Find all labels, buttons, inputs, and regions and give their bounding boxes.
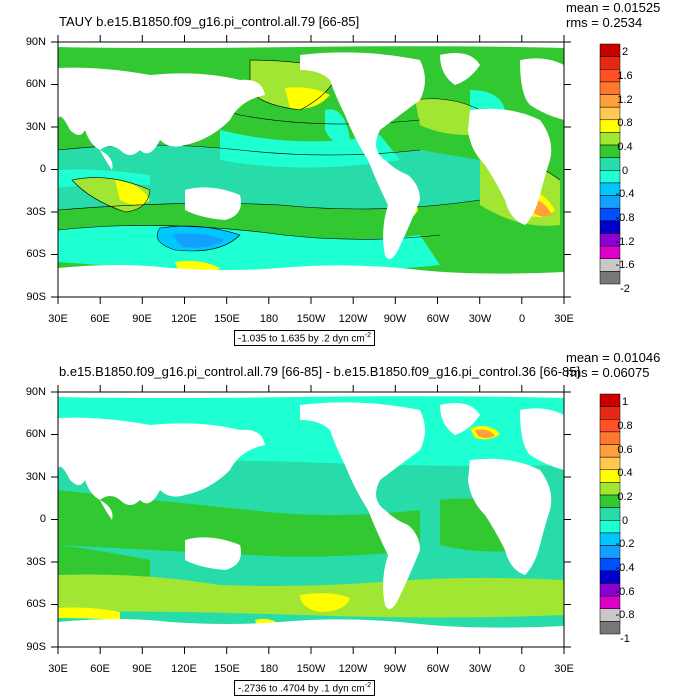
lon-label: 30W — [468, 663, 492, 675]
colorbar-label: -1.2 — [615, 236, 635, 248]
lon-label: 90E — [132, 313, 152, 325]
map-figure-2 — [51, 385, 621, 654]
colorbar-label: 0 — [621, 165, 629, 177]
colorbar-label: 1.2 — [617, 94, 633, 106]
map-figure-1 — [51, 35, 621, 304]
lon-label: 150E — [214, 663, 240, 675]
lat-label: 0 — [39, 513, 46, 525]
colorbar-label: 0.8 — [617, 117, 633, 129]
lon-label: 90E — [132, 663, 152, 675]
lon-label: 30W — [468, 313, 492, 325]
tick-marks-2 — [51, 385, 571, 654]
lat-label: 30N — [25, 471, 46, 483]
lon-label: 180 — [259, 313, 279, 325]
lon-label: 180 — [259, 663, 279, 675]
lon-label: 30E — [48, 313, 68, 325]
colorbar-swatch — [599, 595, 621, 609]
lon-label: 150W — [296, 663, 326, 675]
colorbar-label: -2 — [620, 283, 630, 295]
colorbar-label: 0.2 — [617, 491, 633, 503]
lon-label: 30E — [554, 313, 574, 325]
land-2 — [58, 392, 564, 647]
contour-range-label: -.2736 to .4704 by .1 dyn cm-2 — [234, 680, 375, 697]
colorbar-label: -1 — [620, 633, 630, 645]
lon-label: 90W — [383, 313, 407, 325]
colorbar-swatch — [599, 245, 621, 259]
lon-label: 60W — [426, 663, 450, 675]
lat-label: 60N — [25, 428, 46, 440]
map-panel-1: TAUY b.e15.B1850.f09_g16.pi_control.all.… — [25, 0, 661, 347]
lat-label: 30N — [25, 121, 46, 133]
colorbar-swatch — [599, 81, 621, 95]
lon-label: 150E — [214, 313, 240, 325]
colorbar-label: 0 — [621, 515, 629, 527]
contour-range-label: -1.035 to 1.635 by .2 dyn cm-2 — [234, 330, 375, 347]
rms-stat: rms = 0.2534 — [566, 15, 643, 30]
colorbar-label: 0.4 — [617, 467, 633, 479]
colorbar-label: -0.6 — [615, 586, 635, 598]
colorbar-label: -0.4 — [615, 188, 635, 200]
lat-label: 30S — [26, 206, 46, 218]
lon-label: 0 — [518, 313, 526, 325]
lon-label: 30E — [554, 663, 574, 675]
lat-label: 0 — [39, 163, 46, 175]
colorbar-swatch — [599, 431, 621, 445]
colorbar-label: 0.6 — [617, 444, 633, 456]
colorbar-label: 1 — [621, 396, 629, 408]
map-field-1 — [58, 42, 564, 297]
colorbar-label: 1.6 — [617, 70, 633, 82]
rms-stat: rms = 0.06075 — [566, 365, 650, 380]
land-1 — [58, 42, 564, 297]
colorbar-1 — [599, 43, 621, 285]
lon-label: 120E — [171, 313, 197, 325]
colorbar-2 — [599, 393, 621, 635]
lat-label: 60S — [26, 248, 46, 260]
colorbar-label: -0.8 — [615, 212, 635, 224]
lon-label: 60W — [426, 313, 450, 325]
colorbar-label: 0.8 — [617, 420, 633, 432]
lon-label: 30E — [48, 663, 68, 675]
lat-label: 90S — [26, 641, 46, 653]
colorbar-label: 0.4 — [617, 141, 633, 153]
lat-label: 90S — [26, 291, 46, 303]
lon-label: 60E — [90, 313, 110, 325]
colorbar-swatch — [599, 56, 621, 70]
mean-stat: mean = 0.01525 — [566, 0, 661, 15]
lat-label: 90N — [25, 386, 46, 398]
mean-stat: mean = 0.01046 — [566, 350, 661, 365]
lon-label: 120E — [171, 663, 197, 675]
map-panel-2: b.e15.B1850.f09_g16.pi_control.all.79 [6… — [0, 350, 700, 700]
lat-label: 90N — [25, 36, 46, 48]
lon-label: 120W — [338, 663, 368, 675]
colorbar-label: 2 — [621, 46, 629, 58]
lat-label: 30S — [26, 556, 46, 568]
colorbar-label: -0.2 — [615, 538, 635, 550]
colorbar-swatch — [599, 621, 621, 635]
lon-label: 120W — [338, 313, 368, 325]
colorbar-label: -1.6 — [615, 259, 635, 271]
colorbar-swatch — [599, 406, 621, 420]
colorbar-label: -0.8 — [615, 609, 635, 621]
lat-label: 60N — [25, 78, 46, 90]
map-field-2 — [58, 392, 564, 647]
lon-label: 90W — [383, 663, 407, 675]
lon-label: 150W — [296, 313, 326, 325]
lon-label: 60E — [90, 663, 110, 675]
panel-title: TAUY b.e15.B1850.f09_g16.pi_control.all.… — [59, 14, 360, 29]
panel-title: b.e15.B1850.f09_g16.pi_control.all.79 [6… — [59, 364, 581, 379]
lat-label: 60S — [26, 598, 46, 610]
lon-label: 0 — [518, 663, 526, 675]
tick-marks-1 — [51, 35, 571, 304]
colorbar-label: -0.4 — [615, 562, 635, 574]
colorbar-swatch — [599, 271, 621, 285]
